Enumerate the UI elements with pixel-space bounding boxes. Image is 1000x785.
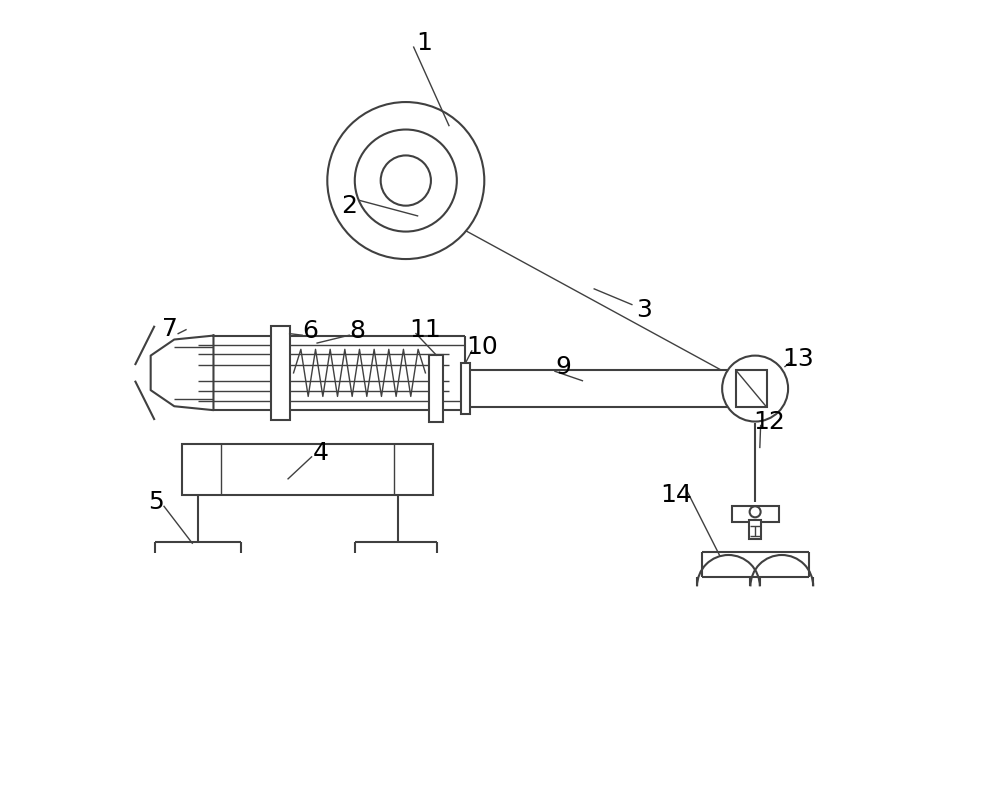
Text: 12: 12 (753, 411, 785, 434)
Text: 9: 9 (556, 355, 572, 378)
Text: 1: 1 (416, 31, 432, 55)
Bar (271, 326, 290, 420)
Circle shape (722, 356, 788, 422)
Bar (749, 520, 761, 539)
Text: 11: 11 (410, 318, 441, 341)
Bar (732, 506, 779, 522)
Text: 14: 14 (661, 484, 693, 507)
Text: 4: 4 (313, 441, 329, 465)
Bar (429, 356, 443, 422)
Text: 10: 10 (466, 335, 498, 359)
Circle shape (355, 130, 457, 232)
Text: 6: 6 (302, 319, 318, 343)
Bar (736, 370, 767, 407)
Bar (461, 363, 470, 414)
Text: 7: 7 (162, 317, 178, 341)
Text: 3: 3 (636, 298, 652, 322)
Text: 13: 13 (782, 347, 814, 371)
Text: 8: 8 (349, 319, 365, 343)
Text: 5: 5 (148, 491, 164, 514)
Bar (182, 444, 433, 495)
Bar (465, 370, 736, 407)
Circle shape (327, 102, 484, 259)
Circle shape (381, 155, 431, 206)
Polygon shape (151, 336, 213, 410)
Text: 2: 2 (341, 194, 357, 217)
Circle shape (750, 506, 761, 517)
